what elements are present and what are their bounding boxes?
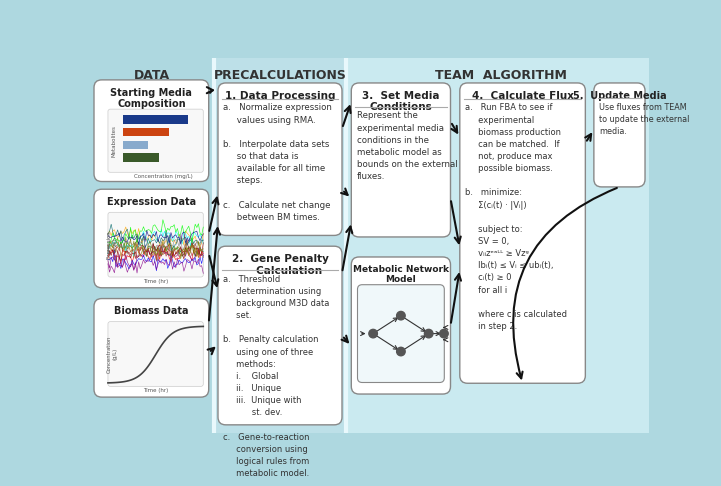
Text: Represent the
experimental media
conditions in the
metabolic model as
bounds on : Represent the experimental media conditi… [357,111,457,181]
Bar [123,141,149,149]
FancyBboxPatch shape [108,109,203,172]
FancyBboxPatch shape [351,257,451,394]
Text: Metabolic Network
Model: Metabolic Network Model [353,265,449,284]
Text: a.   Normalize expression
     values using RMA.

b.   Interpolate data sets
   : a. Normalize expression values using RMA… [224,104,332,222]
Text: 2.  Gene Penalty
     Calculation: 2. Gene Penalty Calculation [231,254,329,276]
Text: PRECALCULATIONS: PRECALCULATIONS [213,69,346,82]
Text: Concentration
(g/L): Concentration (g/L) [107,335,118,373]
Text: 3.  Set Media
Conditions: 3. Set Media Conditions [362,91,440,112]
FancyBboxPatch shape [351,83,451,237]
Text: Time (hr): Time (hr) [143,278,168,283]
Circle shape [440,330,448,338]
Bar [90,58,214,433]
Text: a.   Threshold
     determination using
     background M3D data
     set.

b.  : a. Threshold determination using backgro… [224,275,329,478]
Text: a.   Run FBA to see if
     experimental
     biomass production
     can be mat: a. Run FBA to see if experimental biomas… [465,104,567,331]
Bar [346,58,649,433]
FancyBboxPatch shape [218,83,342,235]
Text: 5.  Update Media: 5. Update Media [572,91,666,101]
Text: Starting Media
Composition: Starting Media Composition [110,87,193,109]
Bar [123,154,159,161]
Circle shape [425,330,433,338]
FancyBboxPatch shape [108,212,203,277]
Circle shape [369,330,377,338]
Text: Metabolites: Metabolites [112,125,117,156]
Text: Concentration (mg/L): Concentration (mg/L) [134,174,193,179]
Text: Time (hr): Time (hr) [143,388,168,393]
Bar [214,58,346,433]
Text: 1. Data Processing: 1. Data Processing [225,91,335,101]
Circle shape [397,312,405,320]
FancyBboxPatch shape [594,83,645,187]
Bar [123,116,187,123]
Circle shape [397,347,405,356]
FancyBboxPatch shape [460,83,585,383]
Text: Expression Data: Expression Data [107,197,196,207]
Text: Biomass Data: Biomass Data [114,306,189,316]
FancyBboxPatch shape [218,246,342,425]
FancyBboxPatch shape [94,80,208,181]
FancyBboxPatch shape [108,322,203,386]
Bar [123,128,169,136]
FancyBboxPatch shape [94,298,208,397]
Text: DATA: DATA [134,69,170,82]
Text: Use fluxes from TEAM
to update the external
media.: Use fluxes from TEAM to update the exter… [599,103,690,136]
Text: TEAM  ALGORITHM: TEAM ALGORITHM [435,69,567,82]
Text: Expression
Level: Expression Level [107,230,118,259]
Text: 4.  Calculate Flux: 4. Calculate Flux [472,91,574,101]
FancyBboxPatch shape [358,285,444,382]
FancyBboxPatch shape [94,189,208,288]
